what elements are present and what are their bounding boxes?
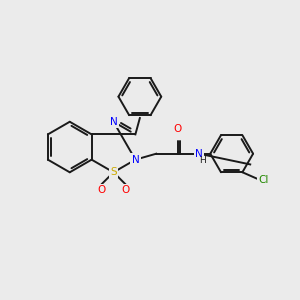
Text: Cl: Cl xyxy=(258,175,268,185)
Text: H: H xyxy=(200,156,206,165)
Text: N: N xyxy=(110,117,117,127)
Text: O: O xyxy=(122,185,130,195)
Text: S: S xyxy=(110,167,117,177)
Text: N: N xyxy=(195,149,203,159)
Text: O: O xyxy=(173,124,182,134)
Text: N: N xyxy=(131,155,139,165)
Text: O: O xyxy=(97,185,105,195)
